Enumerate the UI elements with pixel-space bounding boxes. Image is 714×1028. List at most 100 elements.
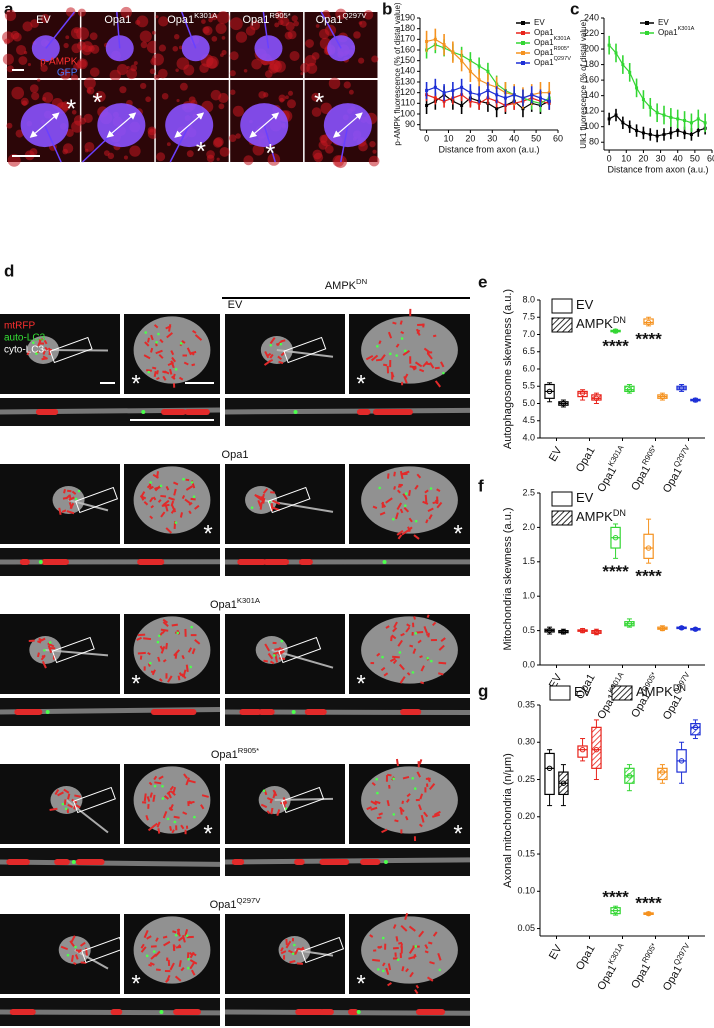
stain-spot (7, 153, 21, 167)
mitochondrion (162, 621, 169, 628)
autophagosome (149, 481, 152, 484)
stain-spot (183, 64, 195, 76)
mitochondrion (418, 759, 423, 765)
autophagosome (71, 860, 76, 864)
mitochondrion (374, 800, 381, 805)
mitochondrion (399, 676, 406, 684)
stain-spot (139, 30, 152, 43)
median-point (560, 780, 567, 786)
legend-label: Opa1K301A (534, 36, 571, 47)
mitochondrion (74, 794, 81, 798)
axis-arrow (106, 112, 137, 138)
data-point (477, 93, 481, 97)
mitochondrion (172, 786, 177, 794)
mitochondrion (381, 828, 388, 834)
mitochondrion (188, 501, 193, 506)
mitochondrion (385, 625, 390, 629)
mitochondrion (370, 806, 378, 811)
data-point (442, 91, 446, 95)
median-point (546, 627, 553, 634)
mitochondrion (185, 664, 189, 673)
mitochondrion (400, 709, 422, 715)
autophagosome (66, 953, 70, 957)
mitochondrion (370, 662, 375, 665)
x-tick-label: 50 (690, 153, 700, 163)
zoom-box (281, 786, 325, 814)
mitochondrion (168, 709, 197, 715)
median-point (626, 387, 633, 393)
stain-spot (318, 28, 330, 40)
x-tick-label: 30 (656, 153, 666, 163)
mitochondrion (178, 960, 182, 967)
mitochondrion (110, 1009, 123, 1015)
mitochondrion (47, 642, 55, 648)
stain-spot (16, 44, 27, 56)
mitochondrion (348, 1009, 359, 1015)
legend-marker (521, 41, 525, 45)
mitochondrion (296, 962, 304, 965)
mitochondrion (399, 470, 404, 480)
mitochondrion (36, 652, 40, 658)
significance: **** (635, 567, 662, 586)
mitochondrion (378, 340, 382, 345)
mitochondrion (436, 501, 443, 509)
mitochondrion (380, 354, 386, 361)
panel-label: b (382, 0, 392, 18)
mitochondrion (389, 657, 396, 663)
y-tick-label: 6.0 (522, 363, 535, 373)
stain-spot (306, 62, 318, 74)
mitochondrion (424, 787, 427, 793)
data-point (538, 96, 542, 100)
mitochondrion (260, 803, 268, 809)
autophagosome (250, 506, 254, 510)
mitochondrion (294, 947, 300, 955)
stain-spot (89, 32, 98, 41)
y-axis-label: Autophagosome skewness (a.u.) (502, 289, 514, 449)
mitochondrion (78, 948, 82, 952)
mitochondrion (146, 369, 152, 372)
mitochondrion (425, 777, 431, 780)
mitochondrion (155, 937, 159, 942)
data-point (614, 113, 618, 117)
mitochondrion (369, 934, 374, 938)
stain-spot (211, 35, 218, 42)
stain-spot (11, 86, 25, 100)
mitochondrion (181, 654, 185, 660)
mitochondrion (402, 493, 408, 501)
y-axis-label: Axonal mitochondria (n/μm) (502, 753, 514, 888)
legend-label-sup: K301A (554, 36, 571, 42)
significance: **** (602, 562, 629, 581)
legend-label: EV (574, 684, 592, 699)
axis-arrow (332, 112, 363, 138)
data-point (451, 89, 455, 93)
y-tick-label: 190 (400, 12, 415, 22)
axis-arrow (174, 112, 205, 138)
data-point (521, 96, 525, 100)
significance: **** (602, 336, 629, 355)
stain-spot (103, 150, 110, 157)
autophagosome (35, 352, 38, 355)
neurite (262, 11, 270, 49)
mitochondrion (159, 645, 164, 651)
box (544, 752, 555, 796)
median-point (692, 724, 699, 731)
mitochondrion (237, 559, 267, 565)
mitochondrion (156, 471, 159, 479)
mitochondrion (418, 930, 425, 938)
mitochondrion (372, 958, 381, 962)
autophagosome (155, 340, 158, 344)
mitochondrion (425, 362, 431, 366)
mitochondrion (438, 672, 444, 676)
data-point (655, 134, 659, 138)
mitochondrion (396, 530, 404, 536)
median-point (612, 328, 619, 334)
stain-spot (279, 97, 285, 103)
mitochondrion (395, 758, 399, 767)
mitochondrion (150, 505, 155, 509)
mitochondrion (185, 485, 193, 491)
mitochondrion (408, 517, 413, 523)
y-tick-label: 150 (400, 55, 415, 65)
stain-spot (140, 82, 147, 90)
mitochondrion (406, 526, 413, 533)
zoom-box (301, 936, 345, 964)
